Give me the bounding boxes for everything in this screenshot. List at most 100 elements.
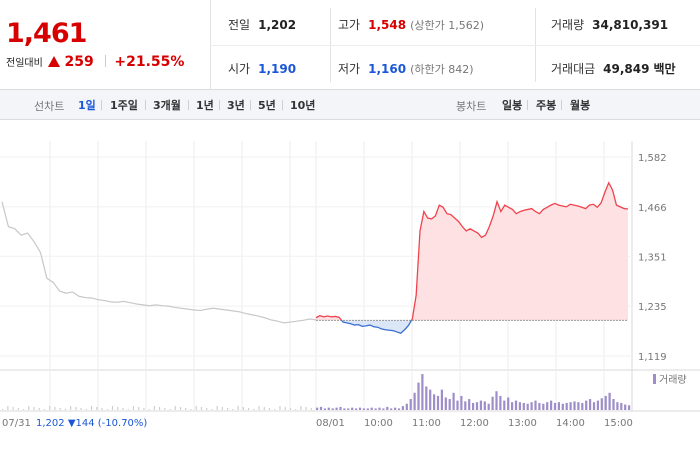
x-tick-label: 13:00 [508, 418, 537, 429]
volume-bar [596, 400, 599, 410]
volume-bar-prev [80, 408, 82, 410]
volume-bar-prev [305, 407, 307, 410]
volume-bar-prev [111, 406, 114, 410]
volume-bar-prev [75, 407, 77, 410]
tab-1w[interactable]: 1주일 [110, 99, 138, 112]
up-triangle-icon [47, 56, 60, 67]
volume-bar-prev [127, 409, 129, 410]
volume-bar [374, 408, 377, 410]
high-label: 고가 [338, 18, 361, 32]
volume-bar-prev [211, 409, 213, 410]
tab-monthly[interactable]: 월봉 [570, 99, 591, 112]
volume-bar-prev [227, 408, 229, 410]
y-tick-label: 1,582 [638, 153, 667, 164]
volume-bar-prev [221, 407, 223, 410]
y-tick-label: 1,235 [638, 302, 667, 313]
x-tick-label: 11:00 [412, 418, 441, 429]
volume-bar [378, 407, 381, 410]
volume-bar [331, 408, 334, 410]
candle-chart-label: 봉차트 [456, 100, 487, 113]
volume-bar [620, 402, 623, 410]
volume-bar [355, 408, 358, 410]
x-tick-label: 12:00 [460, 418, 489, 429]
tab-5y[interactable]: 5년 [258, 99, 276, 112]
tab-weekly[interactable]: 주봉 [536, 99, 557, 112]
volume-bar [394, 407, 397, 410]
footer-change: ▼144 [68, 418, 98, 429]
volume-bar [382, 408, 385, 410]
volume-bar-prev [300, 406, 302, 410]
price-chart[interactable]: 1,582 1,466 1,351 1,235 1,119 07/31 08/01 10:0… [0, 121, 700, 450]
volume-bar-prev [237, 406, 239, 410]
prev-day-series [1, 201, 317, 324]
change-amount: 259 [64, 54, 94, 70]
divider [104, 55, 106, 67]
volume-bar-prev [43, 409, 46, 410]
volume-legend: 거래량 [653, 374, 687, 386]
upper-limit: (상한가 1,562) [410, 19, 484, 32]
amount-unit: 백만 [653, 62, 676, 76]
volume-bar [366, 408, 369, 410]
prev-close-label: 전일 [228, 18, 251, 32]
volume-bar-prev [117, 407, 119, 410]
volume-bar [495, 391, 498, 410]
volume-bar-prev [179, 407, 182, 410]
volume-bar-prev [200, 407, 203, 410]
volume-bar [526, 403, 529, 410]
volume-bar-prev [284, 407, 286, 410]
volume-bar-prev [101, 408, 103, 410]
volume-bar-prev [17, 408, 19, 410]
tab-1y[interactable]: 1년 [196, 99, 214, 112]
volume-bar-prev [90, 406, 93, 410]
volume-bar [440, 389, 443, 410]
prev-close-cell: 전일 1,202 [228, 16, 296, 33]
volume-bar [561, 403, 564, 410]
volume-bar [464, 401, 467, 410]
open-value: 1,190 [258, 62, 297, 76]
volume-bar-prev [132, 406, 135, 410]
line-chart-label: 선차트 [34, 100, 65, 113]
y-axis: 1,582 1,466 1,351 1,235 1,119 [638, 153, 667, 363]
volume-bar-prev [85, 409, 87, 410]
volume-bar-prev [279, 406, 281, 410]
volume-bar [487, 403, 490, 410]
volume-bar [589, 399, 592, 410]
volume-bar-prev [148, 409, 150, 410]
low-value: 1,160 [368, 62, 407, 76]
volume-bar [468, 399, 471, 410]
volume-bar [456, 400, 459, 410]
tab-3m[interactable]: 3개월 [153, 99, 181, 112]
volume-bar [546, 402, 549, 410]
footer-rate: (-10.70%) [98, 418, 148, 429]
tab-10y[interactable]: 10년 [290, 99, 316, 112]
volume-bar [522, 402, 525, 410]
volume-bar [624, 404, 627, 410]
tab-1d[interactable]: 1일 [78, 99, 96, 112]
price-box: 1,461 전일대비 259 +21.55% [0, 0, 210, 90]
volume-bar [581, 402, 584, 410]
volume-bar-prev [274, 409, 276, 410]
volume-bar-prev [28, 406, 30, 410]
volume-bar [565, 402, 568, 410]
tab-3y[interactable]: 3년 [227, 99, 245, 112]
volume-bar-prev [242, 407, 244, 410]
volume-bar-prev [70, 406, 72, 410]
volume-bar [569, 402, 572, 410]
tab-separator [145, 100, 146, 110]
volume-bar [409, 399, 412, 410]
x-tick-label: 07/31 [2, 418, 31, 429]
legend-label: 거래량 [659, 374, 687, 386]
change-row: 전일대비 259 +21.55% [6, 54, 184, 70]
volume-bar [386, 406, 389, 410]
volume-bar [479, 400, 482, 410]
volume-bar [351, 407, 354, 410]
volume-bar [347, 408, 350, 410]
volume-bar [514, 400, 518, 410]
prev-day-line [1, 201, 317, 324]
volume-bar-prev [138, 407, 140, 410]
divider [210, 45, 700, 46]
tab-daily[interactable]: 일봉 [502, 99, 523, 112]
up-area [316, 182, 628, 321]
y-tick-label: 1,119 [638, 352, 667, 363]
volume-bar-prev [22, 409, 25, 410]
